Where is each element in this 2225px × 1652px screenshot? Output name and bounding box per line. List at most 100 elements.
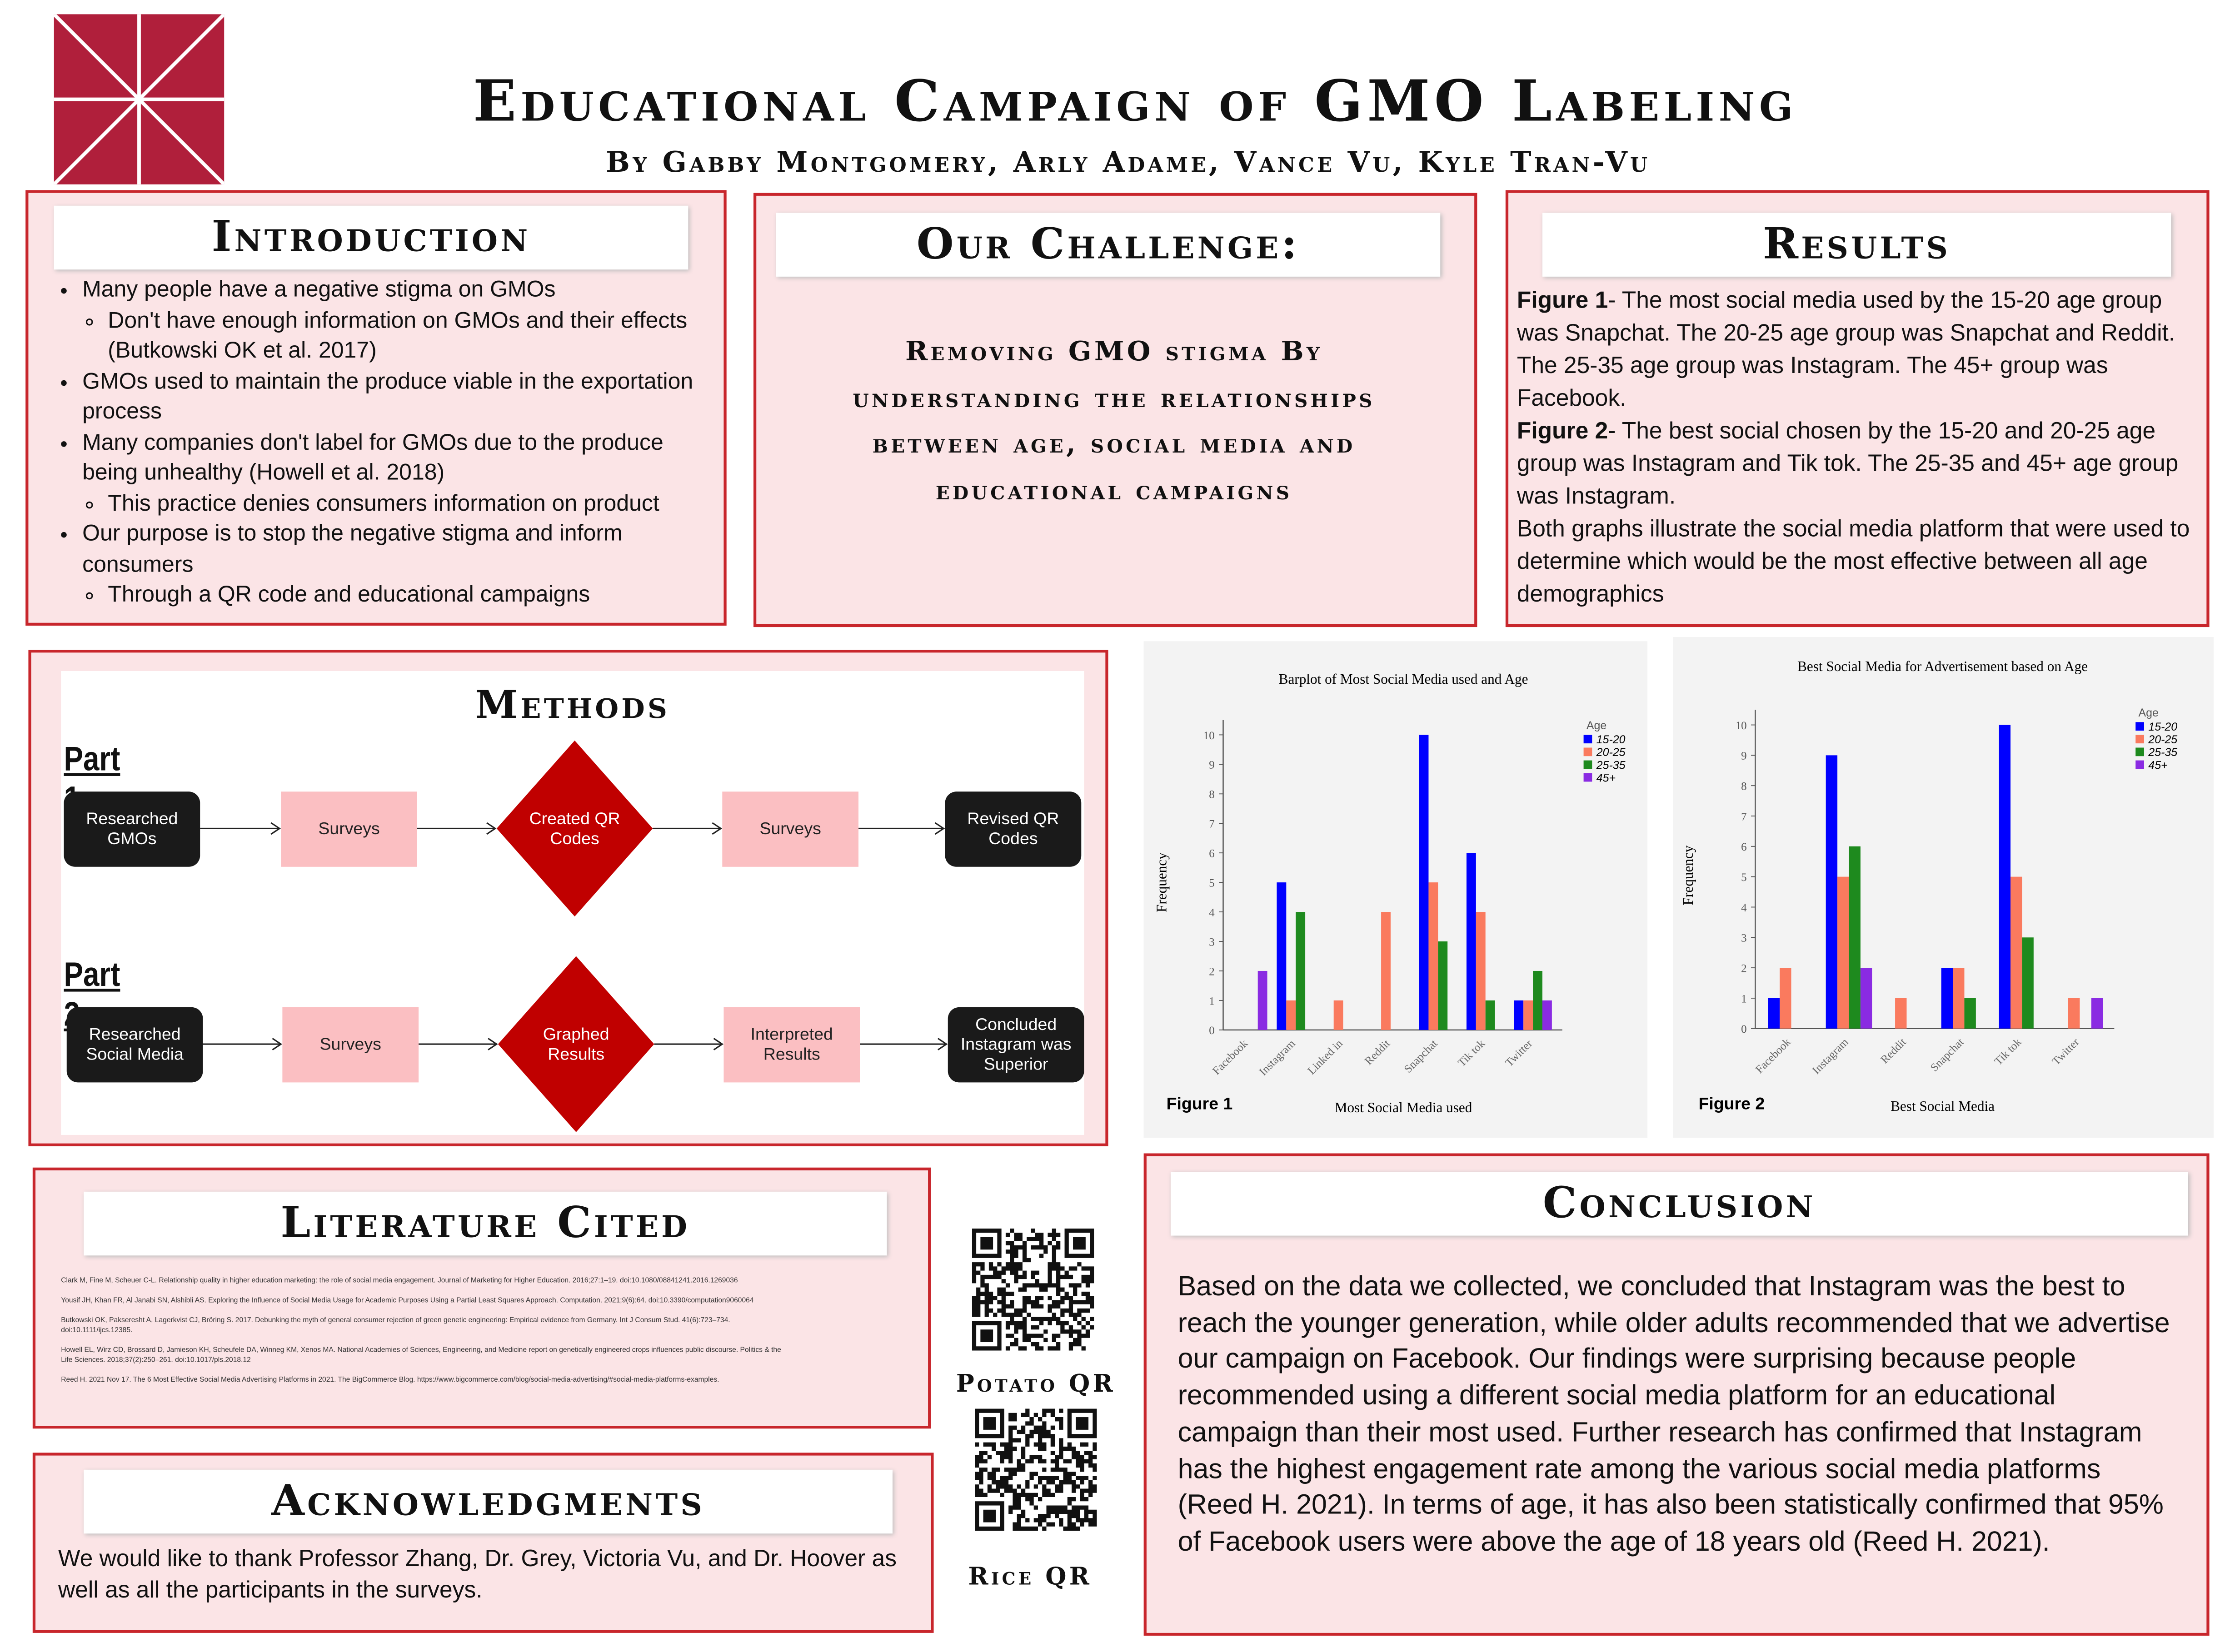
x-tick-label: Tik tok xyxy=(1992,1036,2024,1068)
x-tick-label: Tik tok xyxy=(1456,1037,1487,1069)
section-heading: Acknowledgments xyxy=(84,1469,893,1534)
legend-swatch xyxy=(2135,722,2144,731)
conclusion-text: Based on the data we collected, we concl… xyxy=(1177,1271,2170,1558)
section-heading: Our Challenge: xyxy=(776,213,1441,277)
legend-entry: 25-35 xyxy=(2148,746,2177,759)
qr-finder xyxy=(972,1321,1002,1351)
qr-label: Potato QR xyxy=(956,1370,1116,1399)
arrow-head xyxy=(712,822,722,835)
arrow-head xyxy=(934,822,945,835)
arrow-head xyxy=(938,1038,948,1050)
section-heading: Methods xyxy=(475,683,670,728)
x-tick-label: Linked in xyxy=(1306,1037,1346,1077)
flow-step: Researched Social Media xyxy=(66,1006,203,1082)
flow-step: Surveys xyxy=(281,791,417,866)
bar xyxy=(1381,912,1391,1030)
bar xyxy=(2068,998,2080,1029)
y-tick-label: 9 xyxy=(1209,759,1214,771)
legend-entry: 45+ xyxy=(2148,759,2167,771)
flow-step: Interpreted Results xyxy=(723,1006,860,1082)
y-tick-label: 10 xyxy=(1203,730,1215,742)
bar xyxy=(1837,876,1849,1029)
bar xyxy=(1964,998,1976,1029)
part-label: Part 2 xyxy=(64,956,120,1034)
paragraph: Figure 1- The most social media used by … xyxy=(1517,285,2198,416)
bullet: GMOs used to maintain the produce viable… xyxy=(82,367,707,428)
legend-title: Age xyxy=(2138,707,2158,719)
qr-finder xyxy=(972,1228,1002,1258)
x-tick-label: Instagram xyxy=(1257,1037,1298,1078)
y-tick-label: 3 xyxy=(1209,936,1214,948)
legend-swatch xyxy=(1583,735,1592,744)
sub-list: This practice denies consumers informati… xyxy=(82,489,707,519)
paragraph: Both graphs illustrate the social media … xyxy=(1517,513,2198,611)
y-tick-label: 0 xyxy=(1209,1025,1214,1037)
qr-finder-core xyxy=(983,1509,996,1523)
x-tick-label: Facebook xyxy=(1210,1037,1250,1077)
bar xyxy=(1286,1000,1296,1030)
bar xyxy=(2010,876,2022,1029)
y-tick-label: 7 xyxy=(1209,818,1214,831)
bullet: Many people have a negative stigma on GM… xyxy=(82,275,707,367)
chart-title: Barplot of Most Social Media used and Ag… xyxy=(1279,671,1528,687)
legend-swatch xyxy=(2135,747,2144,756)
flow-step: Surveys xyxy=(282,1006,419,1082)
figure-ref: Figure 1 xyxy=(1517,288,1608,314)
bar xyxy=(1895,998,1907,1029)
legend-entry: 45+ xyxy=(1596,771,1616,784)
bar xyxy=(1826,755,1838,1029)
paragraph-text: Both graphs illustrate the social media … xyxy=(1517,516,2190,607)
legend-swatch xyxy=(1583,760,1592,769)
bar xyxy=(1860,968,1872,1029)
bar xyxy=(2022,937,2034,1029)
legend-entry: 15-20 xyxy=(1596,733,1626,746)
legend-swatch xyxy=(1583,747,1592,756)
introduction-list: Many people have a negative stigma on GM… xyxy=(25,275,707,611)
bullet: Many companies don't label for GMOs due … xyxy=(82,428,707,519)
section-heading: Results xyxy=(1542,213,2171,277)
y-tick-label: 0 xyxy=(1741,1023,1746,1035)
arrow-head xyxy=(486,822,497,835)
qr-finder-core xyxy=(980,1329,993,1343)
qr-finder xyxy=(1064,1228,1094,1258)
reference-list: Clark M, Fine M, Scheuer C-L. Relationsh… xyxy=(61,1277,784,1396)
authors: By Gabby Montgomery, Arly Adame, Vance V… xyxy=(606,144,1651,179)
flow-step: Revised QR Codes xyxy=(945,791,1082,866)
decision-diamond xyxy=(496,740,653,917)
flow-step: Researched GMOs xyxy=(64,791,200,866)
figure-2: Best Social Media for Advertisement base… xyxy=(1673,637,2214,1138)
bullet-list: Many people have a negative stigma on GM… xyxy=(25,275,707,611)
arrow-head xyxy=(270,822,281,835)
bar xyxy=(1277,882,1287,1030)
arrow-head xyxy=(488,1038,498,1050)
bar xyxy=(1296,912,1306,1030)
x-tick-label: Snapchat xyxy=(1402,1037,1440,1075)
qr-code xyxy=(972,1228,1094,1351)
x-tick-label: Snapchat xyxy=(1928,1036,1966,1074)
x-tick-label: Facebook xyxy=(1753,1036,1793,1076)
legend-swatch xyxy=(1583,773,1592,782)
reference: Yousif JH, Khan FR, Al Janabi SN, Alshib… xyxy=(61,1296,754,1305)
flow-step: Graphed Results xyxy=(543,1024,609,1064)
bar xyxy=(1419,735,1429,1030)
sub-bullet: Through a QR code and educational campai… xyxy=(108,580,707,611)
y-tick-label: 7 xyxy=(1741,811,1746,823)
y-tick-label: 1 xyxy=(1209,995,1214,1007)
legend-entry: 25-35 xyxy=(1596,759,1626,771)
figure-ref: Figure 2 xyxy=(1517,418,1608,444)
qr-finder-core xyxy=(980,1237,993,1250)
y-axis-label: Frequency xyxy=(1680,845,1696,905)
reference: Reed H. 2021 Nov 17. The 6 Most Effectiv… xyxy=(61,1376,719,1385)
x-tick-label: Twitter xyxy=(1503,1037,1535,1069)
x-tick-label: Instagram xyxy=(1810,1036,1851,1077)
qr-modules xyxy=(975,1408,1097,1531)
bullet: Our purpose is to stop the negative stig… xyxy=(82,519,707,611)
y-tick-label: 4 xyxy=(1209,906,1215,919)
bar xyxy=(1333,1000,1343,1030)
bar xyxy=(1953,968,1965,1029)
acknowledgments-text: We would like to thank Professor Zhang, … xyxy=(58,1546,897,1603)
y-tick-label: 6 xyxy=(1209,848,1214,860)
section-heading: Literature Cited xyxy=(84,1191,887,1256)
